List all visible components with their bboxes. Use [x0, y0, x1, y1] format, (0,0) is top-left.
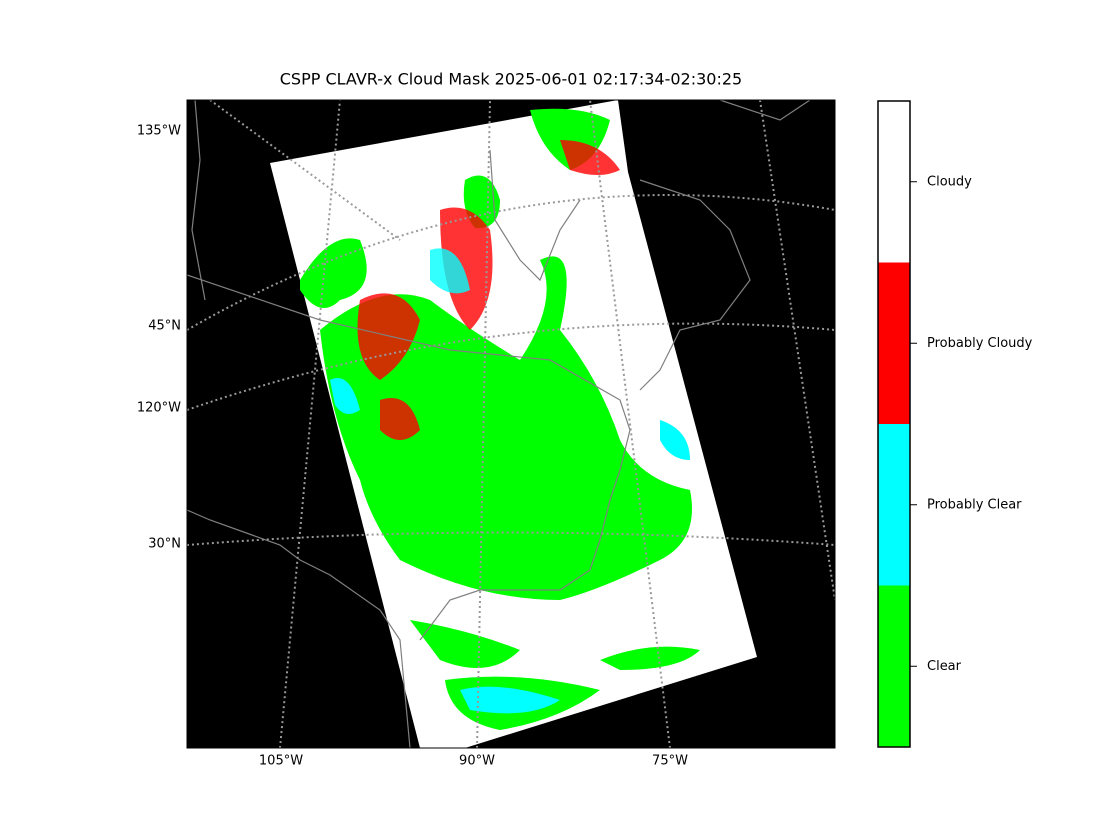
- lon-label: 75°W: [652, 754, 688, 769]
- colorbar-segment: [878, 424, 910, 586]
- colorbar-label: Probably Clear: [927, 497, 1022, 512]
- colorbar-segment: [878, 262, 910, 424]
- cloud-patches: [300, 108, 700, 730]
- colorbar: Clear Probably Clear Probably Cloudy Cloudy: [877, 100, 1033, 748]
- colorbar-label: Clear: [927, 659, 962, 674]
- lat-label: 135°W: [137, 124, 181, 139]
- lon-label: 105°W: [259, 754, 303, 769]
- colorbar-label: Probably Cloudy: [927, 336, 1033, 351]
- colorbar-frame: [877, 100, 911, 748]
- colorbar-segment: [878, 101, 910, 263]
- map-frame: [186, 99, 836, 749]
- graticule: [187, 100, 835, 748]
- colorbar-label: Cloudy: [927, 174, 972, 189]
- lon-label: 90°W: [459, 754, 495, 769]
- lat-label: 45°N: [148, 319, 181, 334]
- title: CSPP CLAVR-x Cloud Mask 2025-06-01 02:17…: [280, 70, 742, 89]
- lat-label: 120°W: [137, 401, 181, 416]
- coastlines: [187, 100, 811, 748]
- colorbar-segment: [878, 585, 910, 747]
- lat-label: 30°N: [148, 537, 181, 552]
- map: [186, 99, 836, 749]
